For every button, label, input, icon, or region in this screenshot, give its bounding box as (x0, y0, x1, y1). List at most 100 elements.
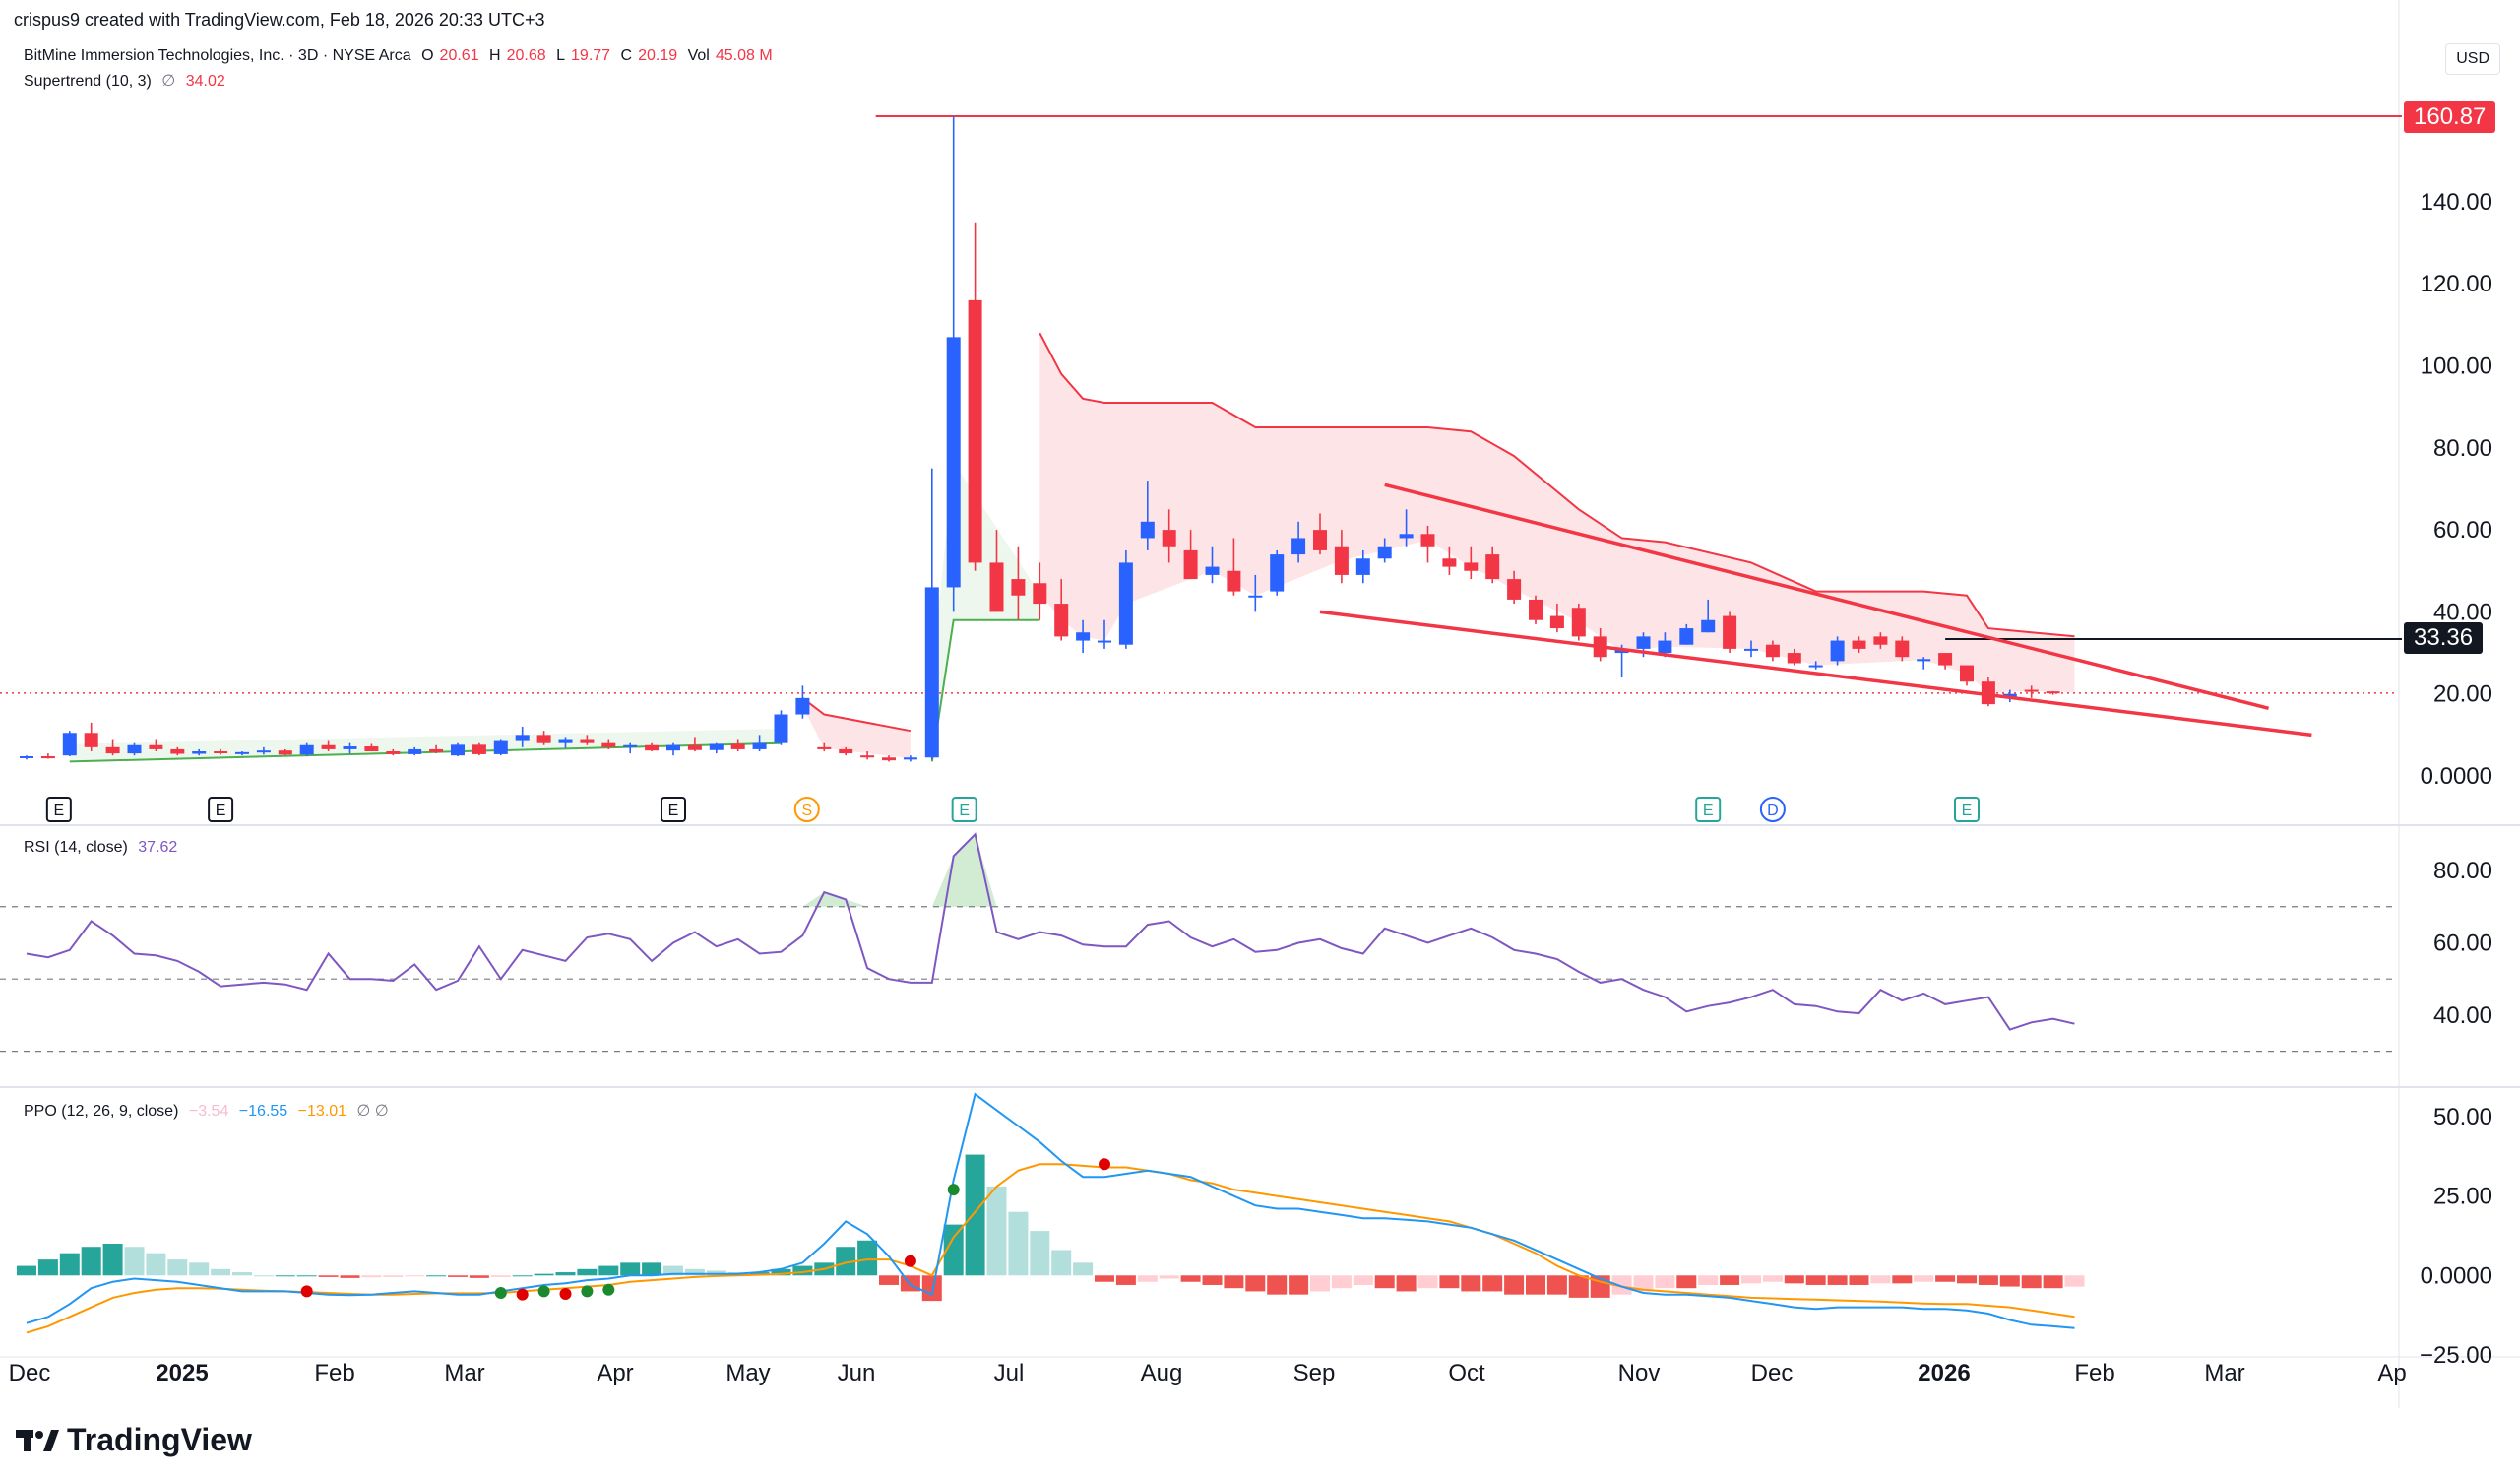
candle-body (1981, 681, 1995, 705)
rsi-legend[interactable]: RSI (14, close) 37.62 (24, 839, 183, 857)
candle-body (105, 746, 120, 754)
ppo-histogram-bar (1935, 1275, 1956, 1282)
rsi-axis-tick: 40.00 (2433, 1002, 2492, 1029)
ppo-histogram-bar (1008, 1211, 1029, 1276)
ppo-histogram-bar (211, 1268, 231, 1276)
candle-body (1399, 534, 1414, 539)
price-axis-tick: 100.00 (2421, 354, 2492, 380)
tradingview-wordmark: TradingView (67, 1422, 252, 1457)
low-value: 19.77 (571, 47, 611, 64)
time-axis-tick: Jul (994, 1360, 1025, 1386)
ppo-histogram-bar (555, 1272, 576, 1276)
rsi-axis-tick: 60.00 (2433, 930, 2492, 956)
candle-body (149, 744, 163, 749)
ppo-histogram-bar (1051, 1250, 1072, 1276)
ppo-histogram-bar (771, 1268, 791, 1276)
ppo-line (26, 1092, 2075, 1329)
candle-body (1938, 653, 1953, 666)
ppo-signal-value: −13.01 (297, 1103, 347, 1120)
ppo-histogram-bar (1353, 1275, 1373, 1285)
close-label: C (620, 47, 633, 64)
price-axis-tick: 140.00 (2421, 189, 2492, 216)
ppo-histogram-bar (81, 1247, 101, 1276)
ppo-cross-marker (516, 1288, 529, 1301)
rsi-overbought-fill (802, 892, 868, 907)
low-label: L (556, 47, 566, 64)
ppo-histogram-bar (1978, 1275, 1998, 1285)
ppo-signal-line (26, 1163, 2075, 1334)
candle-body (299, 744, 314, 755)
candle-body (687, 744, 702, 750)
candle-body (1679, 628, 1694, 645)
candle-body (795, 697, 810, 715)
tradingview-logo[interactable]: TradingView (16, 1422, 252, 1458)
candle-body (1377, 546, 1392, 559)
candle-body (1765, 644, 1780, 658)
ppo-histogram-bar (1698, 1275, 1719, 1285)
time-axis-tick: May (725, 1360, 770, 1386)
candle-body (1787, 653, 1801, 664)
ppo-histogram-bar (1546, 1275, 1567, 1295)
candle-body (645, 744, 660, 751)
ppo-histogram-bar (59, 1253, 80, 1276)
ppo-histogram-bar (275, 1275, 295, 1277)
ppo-histogram-bar (1633, 1275, 1654, 1292)
ppo-histogram-bar (598, 1265, 619, 1276)
candle-body (1507, 579, 1522, 600)
candle-body (1098, 640, 1111, 643)
candle-body (774, 714, 788, 743)
time-axis-tick: Mar (444, 1360, 484, 1386)
supertrend-legend[interactable]: Supertrend (10, 3) ∅ 34.02 (24, 71, 231, 91)
supertrend-up-line (69, 741, 782, 763)
time-axis-tick: Feb (314, 1360, 354, 1386)
time-axis-tick: Ap (2377, 1360, 2406, 1386)
rsi-value: 37.62 (138, 839, 178, 856)
ppo-histogram-bar (490, 1275, 511, 1277)
candle-body (709, 743, 724, 750)
candle-body (860, 755, 875, 758)
price-axis-tick: 40.00 (2433, 599, 2492, 625)
ppo-histogram-bar (1741, 1275, 1761, 1284)
wedge-trendline (1384, 483, 2270, 710)
chart-caption: crispus9 created with TradingView.com, F… (14, 10, 545, 30)
event-marker-earnings (1954, 797, 1980, 822)
price-chart[interactable]: E E E S E E D E 0.0000 20.00 40.00 60.00 80.00 100.0… (0, 0, 2520, 1418)
ppo-histogram-bar (405, 1275, 425, 1277)
ppo-cross-marker (1099, 1158, 1110, 1171)
currency-button[interactable]: USD (2445, 43, 2500, 75)
ppo-histogram-bar (1526, 1275, 1545, 1295)
candle-body (730, 743, 745, 749)
ppo-histogram-bar (1720, 1275, 1740, 1285)
rsi-line (26, 832, 2075, 1031)
time-axis-tick: Sep (1293, 1360, 1336, 1386)
ppo-axis-tick: 25.00 (2433, 1184, 2492, 1210)
candle-body (472, 744, 486, 754)
tradingview-logo-icon (16, 1429, 59, 1451)
ppo-histogram-bar (1762, 1275, 1783, 1282)
ppo-histogram-bar (1482, 1275, 1503, 1292)
supertrend-down-line (1039, 332, 2075, 638)
candle-body (343, 746, 357, 749)
candle-body (946, 337, 961, 588)
volume-label: Vol (687, 47, 710, 64)
symbol-legend[interactable]: BitMine Immersion Technologies, Inc. · 3… (24, 47, 779, 65)
candle-body (1140, 521, 1155, 539)
candle-body (1292, 538, 1306, 555)
ppo-histogram-bar (1245, 1275, 1266, 1292)
candle-body (1960, 665, 1974, 682)
event-marker-label: E (1703, 803, 1714, 819)
candle-body (1033, 583, 1047, 605)
supertrend-label: Supertrend (10, 3) (24, 73, 152, 90)
rsi-label: RSI (14, close) (24, 839, 128, 856)
ppo-histogram-bar (1849, 1275, 1869, 1285)
supertrend-value: 34.02 (185, 73, 225, 90)
candle-body (429, 748, 444, 752)
candle-body (601, 742, 616, 747)
candle-body (1917, 659, 1931, 662)
wedge-trendline (1319, 610, 2312, 738)
ppo-cross-marker (904, 1255, 916, 1267)
ppo-legend[interactable]: PPO (12, 26, 9, close) −3.54 −16.55 −13.… (24, 1101, 395, 1121)
ppo-cross-marker (494, 1287, 507, 1300)
ppo-histogram-bar (340, 1275, 360, 1278)
event-marker-earnings-past (45, 797, 72, 822)
